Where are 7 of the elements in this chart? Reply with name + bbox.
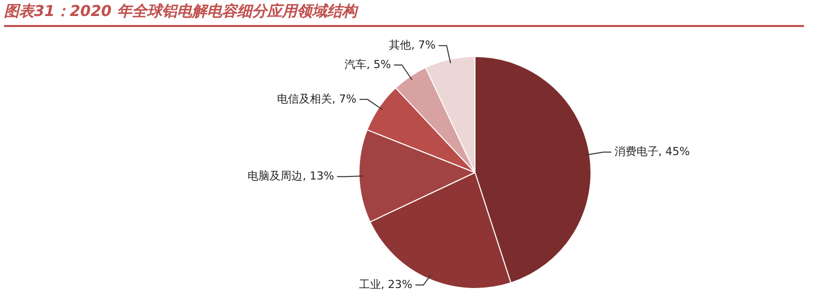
slice-label: 工业, 23% (358, 278, 412, 291)
slice-label: 电信及相关, 7% (277, 92, 356, 106)
slice-label: 消费电子, 45% (614, 145, 690, 158)
slice-label: 其他, 7% (389, 38, 436, 52)
chart-title: 图表31：2020 年全球铝电解电容细分应用领域结构 (4, 2, 804, 27)
slice-label: 汽车, 5% (344, 58, 391, 71)
slice-label: 电脑及周边, 13% (248, 169, 334, 182)
